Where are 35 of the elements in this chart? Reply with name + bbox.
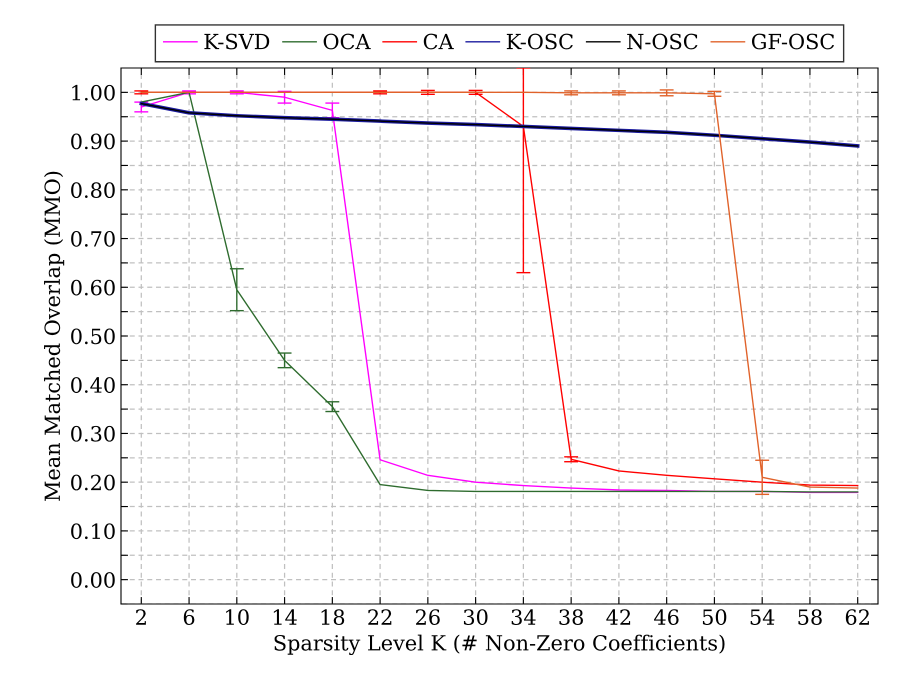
legend-label: GF-OSC — [752, 34, 834, 50]
legend-label: CA — [424, 34, 454, 50]
x-tick-label: 62 — [846, 609, 869, 625]
x-tick-label: 50 — [702, 609, 726, 625]
x-tick-label: 46 — [654, 609, 679, 625]
y-tick-label: 0.40 — [71, 377, 115, 393]
legend-label: K-OSC — [506, 34, 573, 50]
legend-label: OCA — [324, 34, 371, 50]
x-tick-label: 58 — [798, 609, 822, 625]
y-tick-label: 1.00 — [72, 84, 115, 101]
x-tick-label: 6 — [184, 609, 194, 625]
y-tick-label: 0.00 — [71, 572, 115, 588]
x-tick-label: 54 — [750, 609, 774, 625]
x-tick-label: 2 — [136, 609, 146, 625]
x-tick-label: 38 — [559, 609, 583, 625]
x-axis-title: Sparsity Level K (# Non-Zero Coefficients) — [274, 634, 725, 656]
x-tick-label: 34 — [512, 609, 536, 625]
y-tick-label: 0.70 — [71, 231, 115, 247]
y-tick-label: 0.80 — [71, 182, 115, 198]
x-tick-label: 26 — [416, 609, 440, 625]
y-tick-label: 0.30 — [71, 426, 115, 442]
x-tick-label: 42 — [606, 609, 630, 625]
x-tick-label: 10 — [226, 609, 249, 625]
legend-label: N-OSC — [627, 34, 698, 50]
x-tick-label: 30 — [464, 609, 488, 625]
x-tick-label: 18 — [322, 609, 344, 625]
legend-label: K-SVD — [204, 34, 270, 50]
y-tick-label: 0.20 — [71, 474, 115, 490]
x-tick-label: 22 — [368, 609, 392, 625]
x-tick-label: 14 — [274, 609, 297, 625]
y-tick-label: 0.90 — [71, 134, 115, 150]
y-tick-label: 0.60 — [71, 280, 115, 296]
y-axis-title: Mean Matched Overlap (MMO) — [44, 172, 64, 501]
y-tick-label: 0.10 — [71, 523, 115, 540]
y-tick-label: 0.50 — [71, 328, 115, 344]
